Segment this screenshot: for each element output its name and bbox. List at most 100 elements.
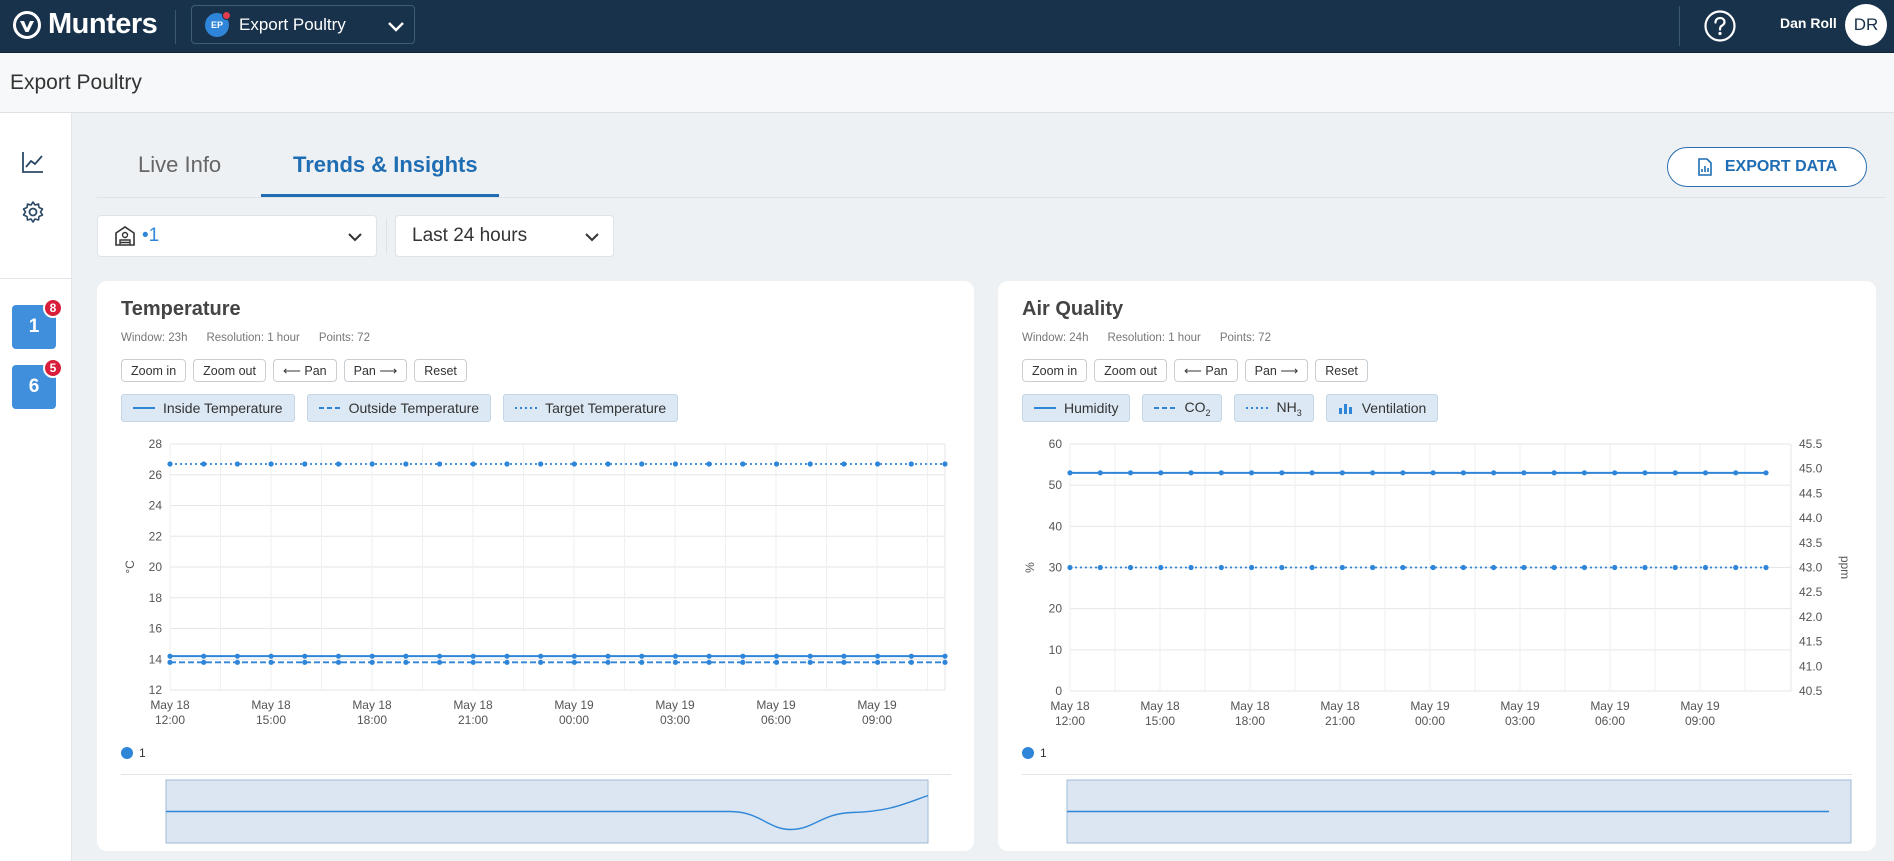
x-tick-label: May 18 — [150, 698, 190, 712]
top-bar: Munters EP Export Poultry Dan Roll DR — [0, 0, 1894, 53]
data-point — [436, 659, 443, 665]
legend-label: CO2 — [1184, 398, 1211, 418]
tab-trends-insights[interactable]: Trends & Insights — [293, 152, 478, 177]
y-tick-label: 20 — [149, 560, 163, 574]
points-info: Points: 72 — [1219, 332, 1271, 344]
x-tick-label: 12:00 — [155, 713, 185, 727]
legend-nh3[interactable]: NH3 — [1234, 394, 1314, 422]
navigator-divider — [1022, 774, 1852, 775]
time-range-select[interactable]: Last 24 hours — [395, 215, 614, 257]
export-data-button[interactable]: EXPORT DATA — [1667, 147, 1867, 187]
legend-label: NH3 — [1276, 398, 1302, 418]
data-point — [1763, 564, 1769, 571]
air-quality-chart[interactable]: 60 50 40 30 20 10 0 45.5 45.0 44.5 44.0 43.5 43.0 42.… — [998, 281, 1876, 851]
data-point — [302, 461, 308, 467]
x-tick-label: May 19 — [1410, 699, 1450, 713]
gear-icon[interactable] — [20, 199, 46, 225]
data-point — [335, 653, 342, 659]
page-header: Export Poultry — [0, 53, 1894, 113]
pan-right-button[interactable]: Pan ⟶ — [343, 359, 408, 382]
legend-outside-temperature[interactable]: Outside Temperature — [306, 394, 492, 422]
zoom-out-button[interactable]: Zoom out — [193, 359, 266, 382]
series-legend-item[interactable]: 1 — [1022, 746, 1047, 760]
bar-chart-icon — [1338, 404, 1352, 414]
data-point — [268, 461, 274, 467]
data-point — [1188, 564, 1194, 571]
y-tick-label: 14 — [149, 652, 163, 666]
data-point — [1248, 470, 1255, 476]
divider — [1679, 6, 1680, 46]
series-dot — [1022, 747, 1034, 759]
legend-inside-temperature[interactable]: Inside Temperature — [121, 394, 295, 422]
legend-label: Target Temperature — [545, 400, 667, 416]
y-right-tick-label: 40.5 — [1799, 684, 1823, 698]
y-tick-label: 60 — [1049, 437, 1063, 451]
data-point — [335, 461, 342, 467]
munters-logo[interactable]: Munters — [12, 8, 158, 41]
data-point — [201, 659, 207, 665]
pan-left-button[interactable]: ⟵ Pan — [272, 359, 337, 382]
x-tick-label: May 19 — [1680, 699, 1720, 713]
brand-name: Munters — [48, 8, 158, 40]
x-tick-label: May 19 — [1590, 699, 1630, 713]
house-button-1[interactable]: 1 8 — [12, 298, 63, 349]
help-icon[interactable] — [1703, 9, 1737, 43]
data-point — [1279, 564, 1285, 571]
chart-controls: Zoom in Zoom out ⟵ Pan Pan ⟶ Reset — [1022, 359, 1375, 382]
solid-line-icon — [1034, 407, 1056, 409]
data-point — [1279, 470, 1285, 476]
data-point — [1400, 564, 1406, 571]
data-point — [1339, 470, 1345, 476]
data-point — [1158, 564, 1164, 571]
chart-meta: Window: 23h Resolution: 1 hour Points: 7… — [121, 332, 389, 344]
data-point — [1097, 564, 1103, 571]
reset-button[interactable]: Reset — [414, 359, 467, 382]
chevron-down-icon — [585, 233, 599, 242]
data-point — [504, 659, 510, 665]
data-point — [773, 653, 780, 659]
avatar[interactable]: DR — [1845, 4, 1887, 46]
data-point — [1460, 564, 1466, 571]
data-point — [571, 461, 577, 467]
legend-co2[interactable]: CO2 — [1142, 394, 1223, 422]
series-legend-item[interactable]: 1 — [121, 746, 146, 760]
tab-divider — [97, 197, 1886, 198]
data-point — [369, 659, 375, 665]
data-point — [1067, 564, 1073, 571]
trends-chart-icon[interactable] — [20, 149, 46, 175]
y-tick-label: 16 — [149, 622, 163, 636]
data-point — [1642, 470, 1648, 476]
data-point — [1612, 470, 1618, 476]
card-title: Temperature — [121, 298, 241, 320]
data-point — [706, 659, 712, 665]
zoom-in-button[interactable]: Zoom in — [121, 359, 187, 382]
navigator-divider — [121, 774, 951, 775]
pan-right-button[interactable]: Pan ⟶ — [1244, 359, 1309, 382]
tab-live-info[interactable]: Live Info — [138, 152, 222, 177]
y-right-tick-label: 44.0 — [1799, 511, 1823, 525]
munters-logo-icon — [13, 10, 41, 39]
legend-humidity[interactable]: Humidity — [1022, 394, 1131, 422]
y-right-tick-label: 45.0 — [1799, 462, 1823, 476]
legend-ventilation[interactable]: Ventilation — [1325, 394, 1439, 422]
pan-left-button[interactable]: ⟵ Pan — [1173, 359, 1238, 382]
site-selector[interactable]: EP Export Poultry — [191, 5, 415, 44]
data-point — [470, 653, 476, 659]
reset-button[interactable]: Reset — [1315, 359, 1368, 382]
zoom-out-button[interactable]: Zoom out — [1094, 359, 1167, 382]
y-tick-label: 0 — [1055, 684, 1062, 698]
y-right-tick-label: 41.5 — [1799, 635, 1823, 649]
data-point — [538, 653, 544, 659]
x-tick-label: 21:00 — [458, 713, 488, 727]
zoom-in-button[interactable]: Zoom in — [1022, 359, 1088, 382]
house-button-6[interactable]: 6 5 — [12, 358, 63, 409]
data-point — [1158, 470, 1164, 476]
sidebar-divider — [0, 278, 72, 279]
solid-line-icon — [133, 407, 155, 409]
data-point — [1430, 470, 1436, 476]
window-info: Window: 24h — [1022, 332, 1089, 344]
house-filter-select[interactable]: •1 — [97, 215, 377, 257]
y-tick-label: 24 — [149, 499, 163, 513]
legend-target-temperature[interactable]: Target Temperature — [503, 394, 679, 422]
